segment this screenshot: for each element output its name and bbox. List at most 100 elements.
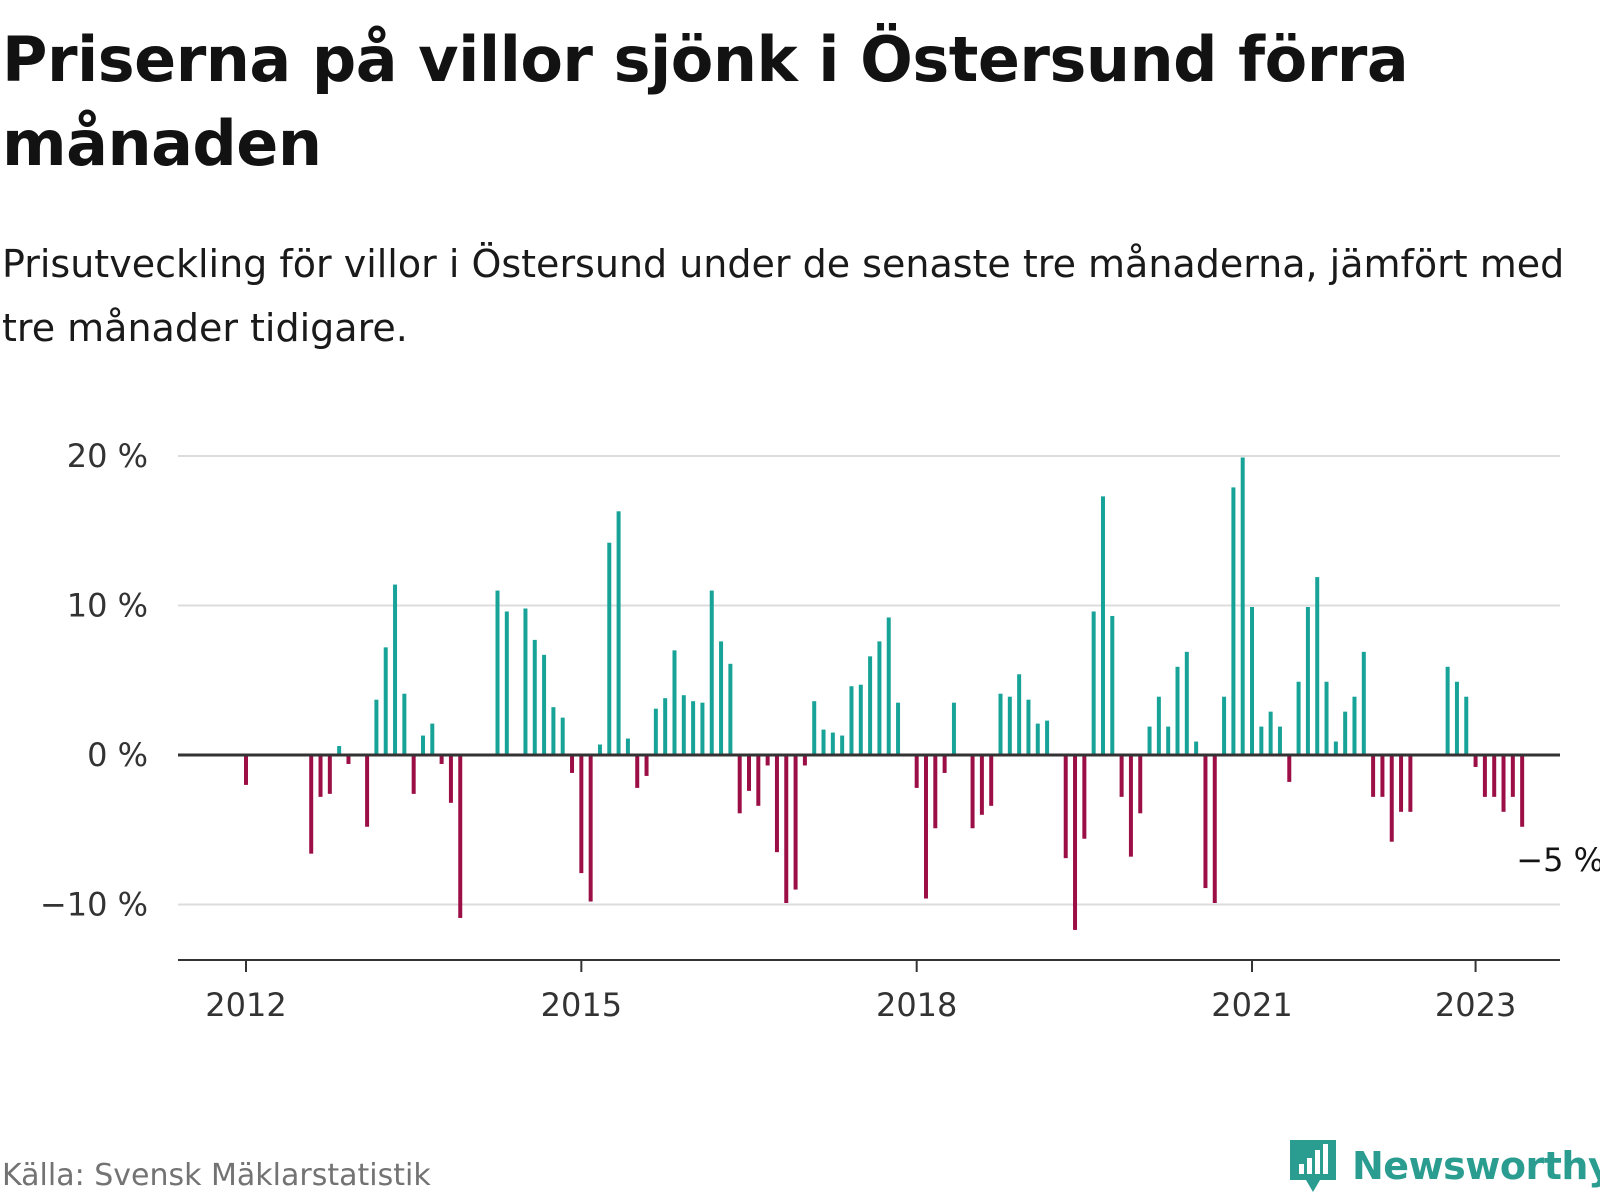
- bar: [570, 755, 575, 773]
- bar: [504, 611, 509, 755]
- annotations: −5 %: [1516, 841, 1600, 879]
- bar: [1138, 755, 1143, 814]
- bar: [365, 755, 370, 827]
- bar: [1026, 699, 1031, 755]
- bar: [1520, 755, 1525, 827]
- newsworthy-logo[interactable]: Newsworthy: [1288, 1134, 1600, 1198]
- bar: [1156, 696, 1161, 755]
- bar: [1352, 696, 1357, 755]
- bar: [1315, 577, 1320, 755]
- bar: [719, 641, 724, 755]
- bar: [1212, 755, 1217, 904]
- bar: [1073, 755, 1078, 930]
- bar: [1110, 615, 1115, 755]
- bar: [1175, 666, 1180, 755]
- bars: [178, 457, 1560, 930]
- bar: [1268, 711, 1273, 755]
- bar: [1380, 755, 1385, 797]
- bar: [868, 656, 873, 755]
- bar: [1473, 755, 1478, 767]
- bar: [1091, 611, 1096, 755]
- bar: [1203, 755, 1208, 889]
- bar: [1082, 755, 1087, 839]
- bar: [1259, 726, 1264, 755]
- bar: [616, 511, 621, 755]
- y-tick-label: 20 %: [67, 437, 148, 475]
- bar: [327, 755, 332, 794]
- bar: [663, 698, 668, 755]
- bar: [597, 744, 602, 755]
- bar: [309, 755, 314, 854]
- bar: [1333, 741, 1338, 755]
- bar: [1296, 681, 1301, 755]
- bar: [896, 702, 901, 755]
- bar: [393, 584, 398, 755]
- gridlines: [178, 455, 1560, 906]
- bar: [448, 755, 453, 803]
- bar: [672, 650, 677, 755]
- bar: [1231, 487, 1236, 755]
- bar: [1035, 723, 1040, 755]
- bar: [579, 755, 584, 874]
- bar: [625, 738, 630, 755]
- bar: [1305, 606, 1310, 755]
- bar: [588, 755, 593, 902]
- bar: [1287, 755, 1292, 782]
- bar: [1007, 696, 1012, 755]
- bar: [1147, 726, 1152, 755]
- bar: [1240, 457, 1245, 755]
- x-tick-label: 2021: [1211, 986, 1292, 1020]
- bar: [700, 702, 705, 755]
- bar: [709, 590, 714, 755]
- bar: [635, 755, 640, 788]
- y-tick-label: −10 %: [40, 886, 148, 924]
- bar: [849, 686, 854, 755]
- x-tick-label: 2023: [1435, 986, 1516, 1020]
- chart-subtitle: Prisutveckling för villor i Östersund un…: [2, 242, 1565, 350]
- bar: [1166, 726, 1171, 755]
- bar: [1501, 755, 1506, 812]
- bar: [858, 684, 863, 755]
- bar: [495, 590, 500, 755]
- bar: [607, 542, 612, 755]
- bar: [942, 755, 947, 773]
- bar: [1119, 755, 1124, 797]
- bar: [923, 755, 928, 899]
- bar: [542, 654, 547, 755]
- newsworthy-logo-icon: [1290, 1140, 1336, 1192]
- bar: [951, 702, 956, 755]
- y-tick-label: 0 %: [87, 736, 148, 774]
- bar: [830, 732, 835, 755]
- bar: [1445, 666, 1450, 755]
- bar: [1361, 651, 1366, 755]
- bar: [765, 755, 770, 766]
- last-value-label: −5 %: [1516, 841, 1600, 879]
- bar: [1250, 606, 1255, 755]
- bar: [644, 755, 649, 776]
- chart-title: Priserna på villor sjönk i Östersund för…: [2, 23, 1409, 180]
- bar: [840, 735, 845, 755]
- bar: [728, 663, 733, 755]
- y-axis-labels: 20 % 10 % 0 % −10 %: [40, 437, 148, 924]
- bar: [411, 755, 416, 794]
- bar: [812, 701, 817, 755]
- bar: [774, 755, 779, 853]
- bar: [1045, 720, 1050, 755]
- bar: [737, 755, 742, 814]
- y-tick-label: 10 %: [67, 587, 148, 625]
- bar: [532, 639, 537, 755]
- bar: [458, 755, 463, 918]
- bar: [793, 755, 798, 890]
- bar: [402, 693, 407, 755]
- bar: [970, 755, 975, 829]
- bar: [998, 693, 1003, 755]
- bar: [1184, 651, 1189, 755]
- bar: [1408, 755, 1413, 812]
- bar: [244, 755, 248, 785]
- bar: [1063, 755, 1068, 859]
- source-note: Källa: Svensk Mäklarstatistik: [2, 1158, 431, 1193]
- bar: [1100, 496, 1105, 755]
- bar: [802, 755, 807, 766]
- bar: [821, 729, 826, 755]
- bar: [551, 707, 556, 755]
